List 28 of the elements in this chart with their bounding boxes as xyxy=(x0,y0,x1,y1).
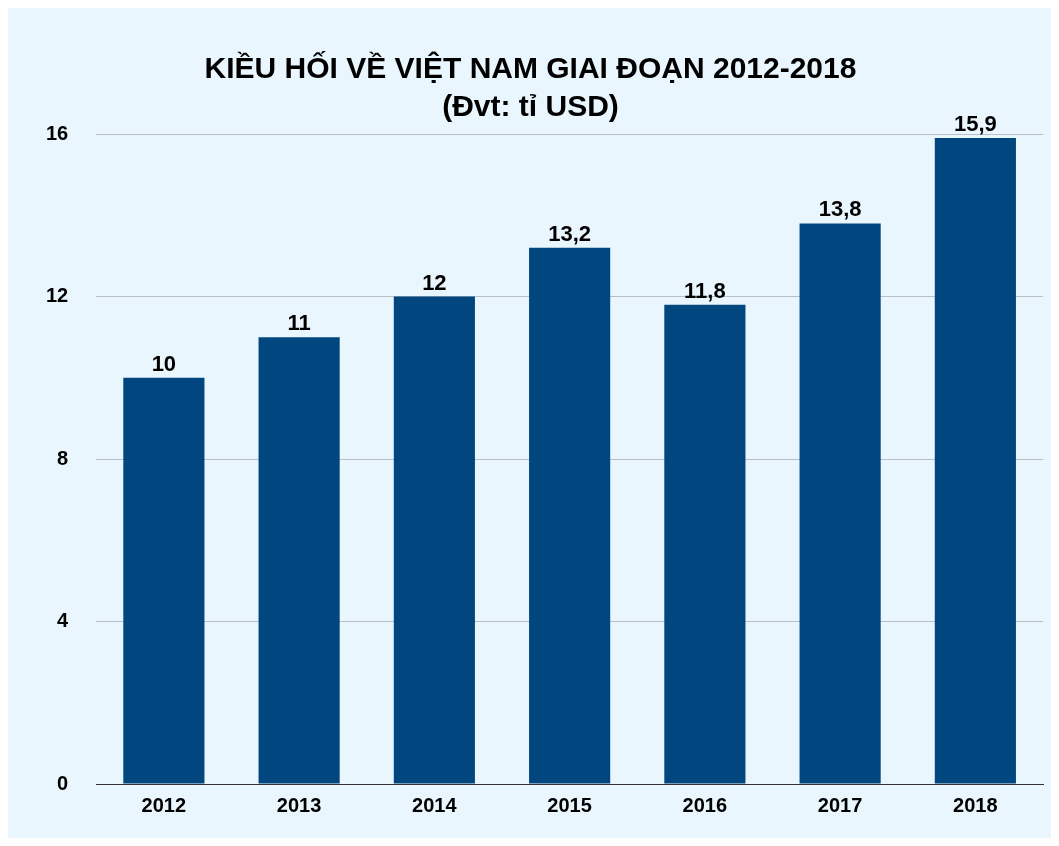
x-tick-label: 2018 xyxy=(953,793,998,816)
bar xyxy=(934,138,1016,784)
x-tick-label: 2015 xyxy=(547,793,592,816)
bar xyxy=(258,337,340,784)
y-tick-label: 12 xyxy=(46,284,69,307)
chart-title: KIỀU HỐI VỀ VIỆT NAM GIAI ĐOẠN 2012-2018 xyxy=(204,51,857,85)
bar xyxy=(123,377,205,784)
y-tick-label: 4 xyxy=(57,609,70,632)
bar xyxy=(799,223,881,784)
x-tick-label: 2017 xyxy=(817,793,863,816)
y-tick-label: 16 xyxy=(46,121,69,144)
y-tick-label: 8 xyxy=(57,446,69,469)
data-label: 10 xyxy=(151,350,177,376)
data-label: 12 xyxy=(422,269,447,295)
bar xyxy=(393,296,475,784)
x-tick-label: 2012 xyxy=(141,793,187,816)
bar xyxy=(664,304,746,784)
data-label: 15,9 xyxy=(953,111,997,137)
x-tick-label: 2014 xyxy=(412,793,458,816)
y-tick-label: 0 xyxy=(57,771,69,794)
data-label: 13,8 xyxy=(818,196,862,222)
bar xyxy=(529,247,611,784)
chart-subtitle: (Đvt: tỉ USD) xyxy=(442,89,619,123)
data-label: 11,8 xyxy=(684,277,726,303)
data-label: 13,2 xyxy=(548,220,592,246)
x-tick-label: 2013 xyxy=(276,793,322,816)
x-tick-label: 2016 xyxy=(682,793,728,816)
data-label: 11 xyxy=(287,310,311,336)
